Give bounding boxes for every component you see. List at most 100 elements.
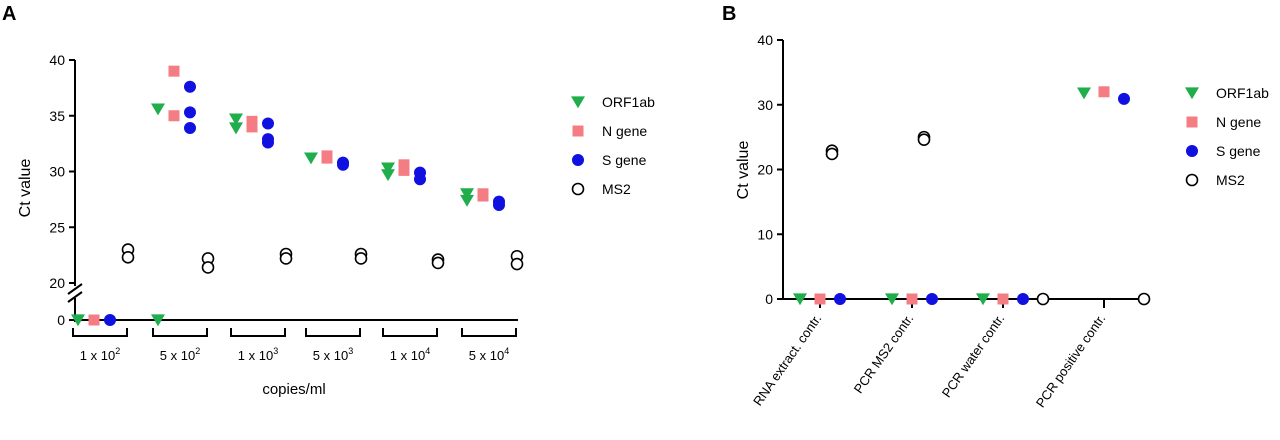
panel-a-point-orf1ab [151, 103, 165, 116]
panel-b-point-orf1ab [793, 293, 807, 306]
panel-a-y-tick-label: 30 [49, 164, 65, 180]
panel-a-category-bracket [152, 328, 208, 337]
panel-a-legend-marker-orf1ab [571, 96, 585, 109]
panel-a-point-ms2 [431, 256, 445, 270]
panel-a-point-orf1ab [460, 194, 474, 207]
panel-b-x-tick-label: PCR positive contr. [1033, 311, 1109, 410]
panel-a-legend-label-orf1ab: ORF1ab [602, 94, 655, 110]
panel-b-point-orf1ab [1077, 87, 1091, 100]
panel-b-ylabel: Ct value [735, 141, 752, 200]
panel-b-point-n-gene [906, 293, 918, 305]
panel-a-point-s-gene [104, 314, 116, 326]
panel-b-x-tick-label: PCR water contr. [939, 311, 1008, 400]
panel-a-x-tick-label: 5 x 103 [313, 346, 353, 363]
panel-b-point-orf1ab [976, 293, 990, 306]
panel-b-y-tick-label: 40 [757, 32, 773, 48]
panel-a-y-tick-label: 25 [49, 219, 65, 235]
panel-a-point-orf1ab [460, 188, 474, 201]
panel-a-point-n-gene [398, 164, 410, 176]
panel-a-x-tick-label: 1 x 103 [238, 346, 278, 363]
panel-b-point-n-gene [997, 293, 1009, 305]
panel-a-point-s-gene [337, 158, 349, 171]
panel-a-point-s-gene [262, 136, 274, 149]
panel-b-legend-marker-ms2 [1185, 173, 1199, 187]
panel-a-point-ms2 [279, 252, 293, 265]
panel-a-category-bracket [382, 328, 438, 337]
panel-b-point-ms2 [825, 147, 839, 161]
panel-a-x-tick-label: 5 x 102 [160, 346, 200, 363]
panel-a-legend-marker-n-gene [572, 125, 584, 137]
panel-a-ylabel: Ct value [17, 159, 34, 218]
panel-b-legend-label-s-gene: S gene [1216, 143, 1261, 159]
panel-b-x-tick-label: RNA extract. contr. [750, 311, 824, 408]
panel-b-plot: 0 10 20 30 40 RNA extract. contr. PCR MS2 cont… [750, 32, 1151, 410]
panel-a-point-n-gene [246, 121, 258, 133]
panel-b-point-s-gene [926, 293, 938, 305]
panel-a-label: A [2, 3, 16, 25]
panel-b-legend-label-orf1ab: ORF1ab [1216, 85, 1269, 101]
panel-a-xlabel: copies/ml [262, 381, 325, 398]
panel-a-category-bracket [305, 328, 361, 337]
panel-a-x-tick-label: 1 x 102 [80, 346, 120, 363]
panel-a-point-s-gene [184, 106, 196, 119]
panel-a-legend-label-ms2: MS2 [602, 181, 631, 197]
panel-a-legend-label-s-gene: S gene [602, 152, 647, 168]
panel-a-point-n-gene [168, 65, 180, 77]
panel-b-y-tick-label: 20 [757, 162, 773, 178]
panel-a-point-orf1ab [381, 169, 395, 182]
panel-a-point-n-gene [88, 314, 100, 326]
panel-b-legend-label-ms2: MS2 [1216, 172, 1245, 188]
panel-a-point-orf1ab [71, 314, 85, 327]
panel-a-point-n-gene [168, 110, 180, 122]
panel-a-point-orf1ab [229, 122, 243, 135]
panel-a-y-tick-label: 0 [57, 312, 65, 328]
panel-b-legend: ORF1ab N gene S gene MS2 [1185, 85, 1269, 188]
panel-a-y-tick-label: 20 [49, 275, 65, 291]
panel-a-category-bracket [461, 328, 517, 337]
panel-a-legend-marker-s-gene [572, 154, 584, 166]
panel-a-y-tick-label: 40 [49, 52, 65, 68]
panel-b-y-tick-label: 30 [757, 97, 773, 113]
panel-a-point-ms2 [201, 261, 215, 274]
panel-a-point-ms2 [121, 251, 135, 264]
panel-b-point-ms2 [917, 133, 931, 147]
panel-a-category-bracket [230, 328, 286, 337]
panel-a-point-orf1ab [304, 152, 318, 165]
panel-a-point-s-gene [493, 198, 505, 211]
panel-b-point-s-gene [834, 293, 846, 305]
panel-a-category-bracket [72, 328, 128, 337]
panel-a-y-tick-label: 35 [49, 108, 65, 124]
panel-b-point-s-gene [1017, 293, 1029, 305]
panel-a-point-n-gene [321, 152, 333, 164]
panel-a-point-s-gene [262, 117, 274, 130]
panel-a-axis-break-mark [67, 291, 83, 303]
panel-a-point-s-gene [184, 80, 196, 93]
panel-a-point-ms2 [510, 257, 524, 271]
panel-b-y-tick-label: 0 [765, 291, 773, 307]
panel-a-plot: 20 25 30 35 40 0 1 x 102 5 x 102 1 x 103 5 x 103 1… [49, 52, 524, 363]
panel-a-point-orf1ab [381, 162, 395, 175]
panel-a-point-s-gene [184, 122, 196, 135]
panel-b-point-n-gene [814, 293, 826, 305]
panel-a-point-orf1ab [151, 314, 165, 327]
panel-a-legend: ORF1ab N gene S gene MS2 [571, 94, 655, 197]
panel-b-legend-marker-n-gene [1186, 116, 1198, 128]
panel-a-legend-marker-ms2 [571, 182, 585, 196]
panel-a-point-ms2 [354, 252, 368, 265]
panel-b-x-tick-label: PCR MS2 contr. [851, 311, 917, 396]
panel-a-legend-label-n-gene: N gene [602, 123, 647, 139]
panel-a-axis-break-mark [67, 283, 83, 295]
panel-a-point-n-gene [398, 159, 410, 171]
panel-b-legend-label-n-gene: N gene [1216, 114, 1261, 130]
panel-b-label: B [722, 3, 736, 25]
panel-a-point-orf1ab [229, 113, 243, 126]
panel-a-x-tick-label: 1 x 104 [390, 346, 430, 363]
panel-b-point-ms2 [1137, 292, 1151, 306]
panel-a-x-tick-label: 5 x 104 [469, 346, 509, 363]
panel-a-point-n-gene [477, 190, 489, 202]
panel-b-point-s-gene [1118, 92, 1130, 105]
panel-b-point-orf1ab [885, 293, 899, 306]
panel-b-point-ms2 [1036, 292, 1050, 306]
panel-b-y-tick-label: 10 [757, 226, 773, 242]
